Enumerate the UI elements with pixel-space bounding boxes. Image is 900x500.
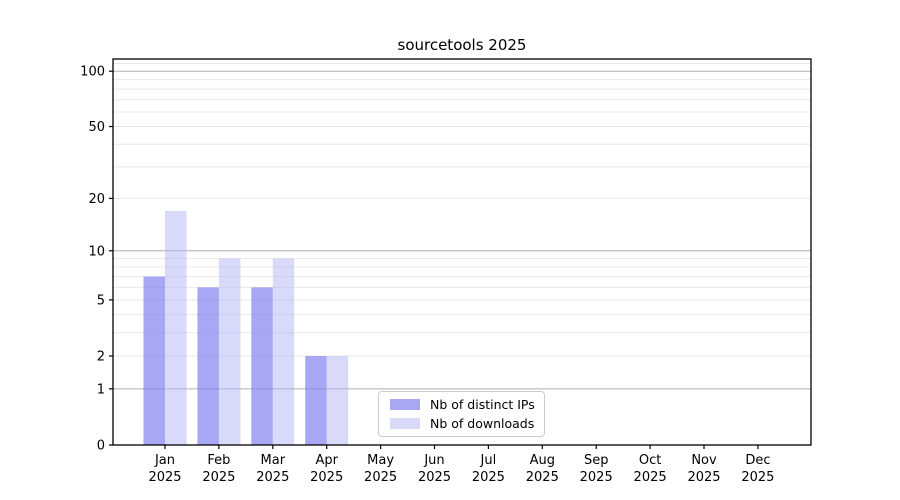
x-tick-label-year: 2025 [202,470,235,485]
bar-nb-of-downloads-mar [272,258,295,445]
plot-border [112,58,812,446]
bar-nb-of-distinct-ips-mar [251,287,273,445]
chart-title: sourcetools 2025 [397,36,527,54]
y-tick-label: 0 [97,439,105,454]
y-tick-label: 10 [88,244,105,259]
legend: Nb of distinct IPs Nb of downloads [378,391,545,437]
bar-nb-of-downloads-apr [326,356,349,445]
x-tick-label-month: Apr [315,453,338,468]
x-tick-label-year: 2025 [472,470,505,485]
x-tick-label-year: 2025 [364,470,397,485]
x-tick-label-year: 2025 [256,470,289,485]
x-tick-label-month: Mar [261,453,286,468]
x-tick-label-year: 2025 [580,470,613,485]
x-tick-label-month: Aug [530,453,555,468]
x-tick-label-month: Feb [207,453,230,468]
legend-row-distinct-ips: Nb of distinct IPs [390,397,544,412]
bar-nb-of-downloads-jan [165,210,187,445]
bar-nb-of-downloads-feb [218,258,241,445]
legend-row-downloads: Nb of downloads [390,416,544,431]
y-tick-label: 2 [97,350,105,365]
x-tick-label-month: May [367,453,394,468]
legend-label-distinct-ips: Nb of distinct IPs [430,396,535,412]
x-tick-label-year: 2025 [687,470,720,485]
x-tick-label-month: Nov [691,453,717,468]
y-tick-label: 1 [97,382,105,397]
y-tick-label: 50 [88,120,105,135]
x-tick-label-month: Sep [584,453,609,468]
bar-nb-of-distinct-ips-apr [305,356,327,445]
legend-swatch-downloads [390,418,420,430]
x-tick-label-year: 2025 [310,470,343,485]
y-tick-label: 5 [97,293,105,308]
bar-nb-of-distinct-ips-feb [197,287,219,445]
y-tick-label: 100 [80,65,105,80]
x-tick-label-year: 2025 [526,470,559,485]
bar-nb-of-distinct-ips-jan [143,276,165,445]
x-tick-label-month: Jan [154,453,175,468]
legend-label-downloads: Nb of downloads [430,416,535,432]
y-tick-label: 20 [88,192,105,207]
x-tick-label-year: 2025 [741,470,774,485]
x-tick-label-month: Jul [480,453,497,468]
x-tick-label-year: 2025 [634,470,667,485]
x-tick-label-year: 2025 [418,470,451,485]
x-tick-label-month: Oct [639,453,661,468]
legend-swatch-distinct-ips [390,398,420,410]
x-tick-label-month: Jun [423,453,444,468]
x-tick-label-year: 2025 [148,470,181,485]
x-tick-label-month: Dec [745,453,770,468]
